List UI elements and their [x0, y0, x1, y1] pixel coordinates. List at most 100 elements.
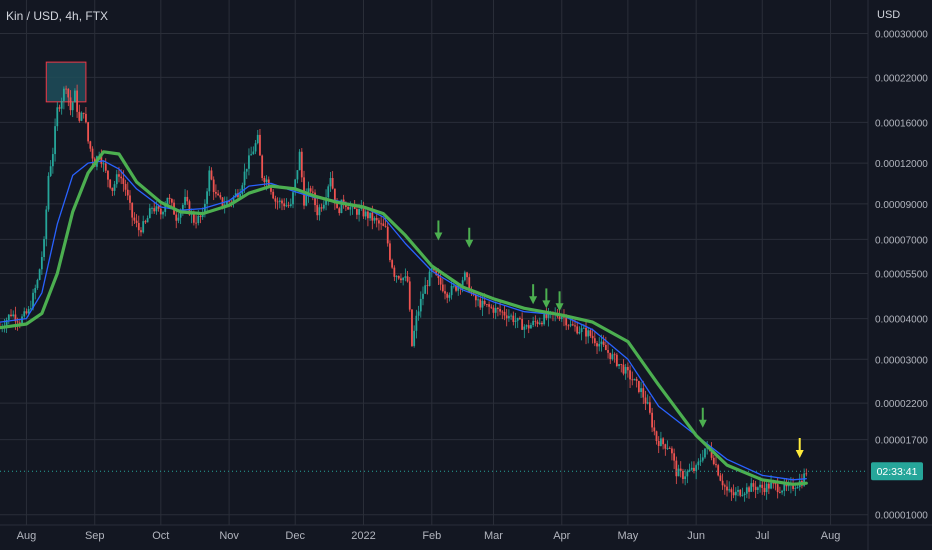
candle-body: [43, 239, 45, 258]
candle-body: [710, 449, 713, 458]
countdown-badge: [871, 462, 923, 481]
candle-body: [292, 192, 294, 205]
candle-body: [250, 154, 253, 156]
candle-body: [655, 431, 658, 441]
candle-body: [208, 170, 211, 192]
candle-body: [629, 370, 631, 380]
candle-body: [422, 293, 424, 299]
candle-body: [585, 327, 587, 337]
candle-body: [430, 268, 433, 272]
candle-body: [690, 467, 693, 470]
candle-body: [609, 352, 612, 359]
candle-body: [162, 211, 164, 215]
candle-body: [133, 217, 136, 221]
candle-body: [217, 193, 220, 196]
candle-body: [602, 341, 605, 345]
candle-body: [45, 209, 48, 240]
candle-body: [677, 468, 680, 477]
candle-body: [382, 223, 385, 226]
candle-body: [322, 204, 325, 209]
arrow-head: [529, 296, 538, 305]
candle-body: [7, 314, 10, 320]
candle-body: [300, 151, 303, 178]
candle-body: [100, 155, 103, 164]
candle-body: [367, 211, 369, 219]
candle-body: [547, 312, 550, 318]
candle-body: [479, 299, 482, 308]
moving-averages: [0, 150, 808, 486]
candle-body: [142, 221, 145, 233]
candle-body: [395, 275, 398, 277]
candle-body: [417, 311, 420, 316]
candle-body: [137, 222, 140, 231]
candle-body: [159, 208, 162, 215]
candle-body: [120, 176, 123, 179]
candle-body: [591, 335, 594, 339]
candle-body: [274, 198, 277, 202]
candle-body: [523, 326, 526, 330]
candle-body: [626, 366, 629, 371]
time-axis[interactable]: Aug Sep Oct Nov Dec 2022 Feb Mar Apr May Jun Jul Aug: [0, 524, 932, 542]
candle-body: [796, 487, 799, 489]
candle-body: [232, 197, 235, 203]
candle-body: [651, 412, 654, 428]
candle-body: [104, 163, 107, 171]
candle-body: [530, 325, 532, 329]
candle-body: [318, 207, 321, 216]
candle-body: [170, 198, 173, 203]
candle-body: [466, 272, 468, 278]
candle-body: [71, 102, 74, 111]
candle-body: [118, 174, 120, 177]
time-tick-label: May: [617, 530, 638, 542]
time-tick-label: Nov: [219, 530, 239, 542]
candle-body: [728, 489, 731, 491]
candle-body: [265, 179, 268, 183]
candle-body: [62, 88, 65, 101]
candle-body: [607, 350, 609, 353]
symbol-title[interactable]: Kin / USD, 4h, FTX: [6, 9, 109, 23]
time-tick-label: Aug: [821, 530, 841, 542]
candle-body: [221, 197, 224, 207]
candle-body: [126, 189, 129, 196]
candle-body: [74, 90, 76, 103]
candle-body: [80, 112, 83, 121]
candle-body: [668, 448, 671, 449]
candle-body: [715, 464, 717, 466]
candle-body: [721, 480, 724, 486]
candle-body: [701, 457, 704, 461]
candle-body: [510, 315, 513, 317]
candle-body: [745, 487, 748, 494]
candle-body: [415, 315, 418, 331]
candle-body: [404, 276, 407, 278]
price-tick-label: 0.00022000: [875, 73, 928, 84]
candle-body: [618, 364, 620, 367]
candle-body: [320, 207, 323, 209]
time-tick-label: Apr: [553, 530, 570, 542]
candle-body: [131, 202, 134, 218]
time-tick-label: Jun: [687, 530, 705, 542]
candle-body: [527, 325, 530, 329]
candle-body: [679, 468, 682, 471]
candle-body: [406, 276, 409, 282]
candle-body: [199, 215, 202, 218]
arrow-head: [795, 449, 804, 458]
candle-body: [664, 444, 667, 449]
candle-body: [439, 278, 442, 285]
candle-body: [560, 316, 563, 320]
candle-body: [693, 467, 695, 472]
candle-body: [653, 427, 656, 432]
candle-body: [355, 209, 358, 215]
candle-body: [237, 193, 239, 197]
candle-body: [263, 177, 266, 183]
candle-body: [477, 299, 479, 301]
candle-body: [496, 307, 499, 309]
candle-body: [743, 493, 746, 496]
candle-body: [261, 155, 264, 178]
candle-body: [719, 475, 722, 481]
price-axis[interactable]: 0.00030000 0.00022000 0.00016000 0.00012000…: [867, 0, 928, 550]
candle-body: [770, 482, 772, 489]
candle-body: [778, 492, 781, 493]
arrow-head: [542, 300, 551, 309]
candle-body: [488, 304, 490, 307]
